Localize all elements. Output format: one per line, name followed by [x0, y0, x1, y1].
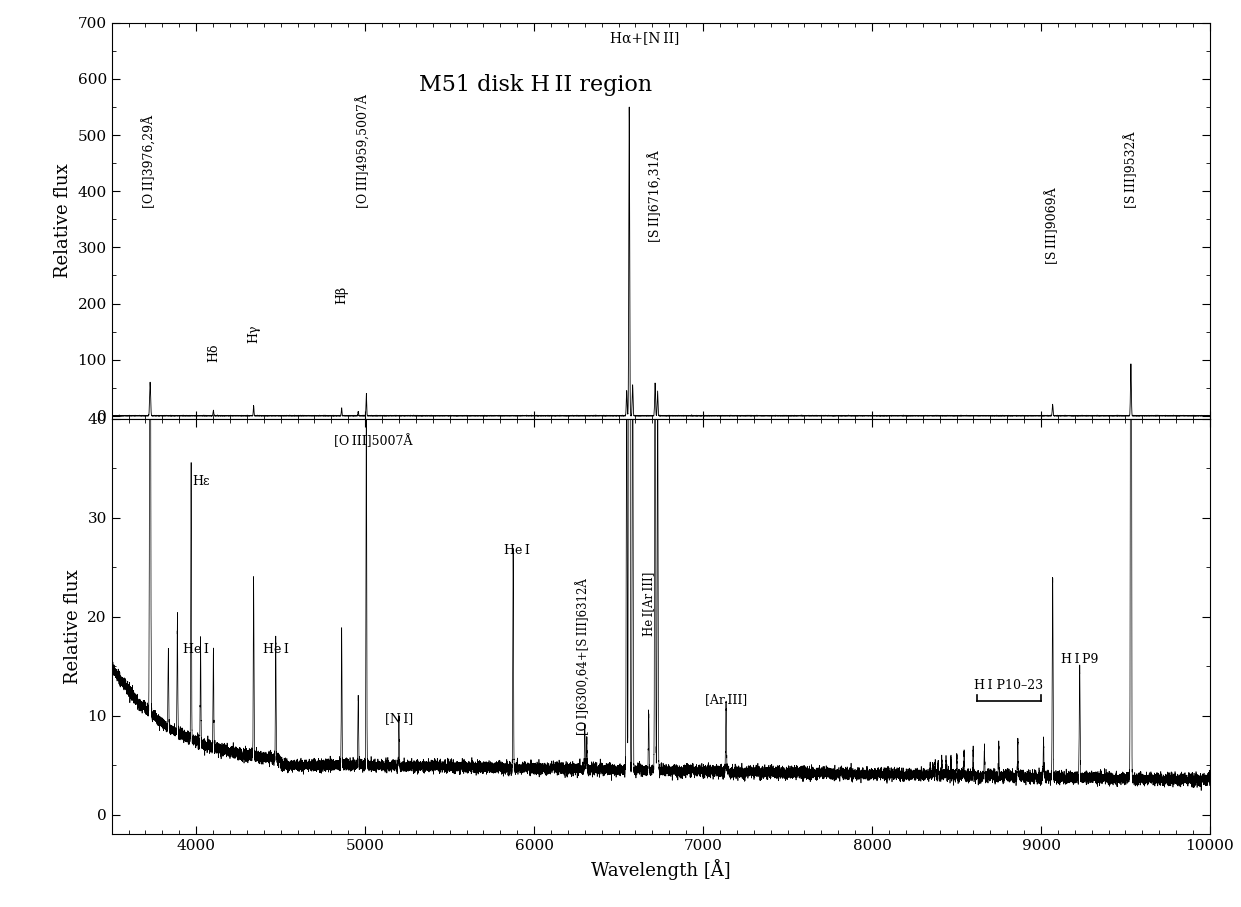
- Text: Hδ: Hδ: [207, 344, 220, 363]
- Text: He I: He I: [263, 643, 289, 657]
- Text: Hε: Hε: [192, 475, 210, 488]
- Text: [O III]5007Å: [O III]5007Å: [334, 434, 413, 448]
- Text: [O I]6300,64+[S III]6312Å: [O I]6300,64+[S III]6312Å: [577, 579, 591, 736]
- Y-axis label: Relative flux: Relative flux: [63, 570, 82, 684]
- Text: [N I]: [N I]: [385, 713, 413, 726]
- Y-axis label: Relative flux: Relative flux: [55, 163, 72, 278]
- Text: Hγ: Hγ: [247, 325, 261, 343]
- Text: Hβ: Hβ: [335, 286, 349, 304]
- Text: [O III]4959,5007Å: [O III]4959,5007Å: [356, 94, 371, 208]
- Text: [S III]9532Å: [S III]9532Å: [1124, 132, 1138, 208]
- Text: H I P10–23: H I P10–23: [974, 678, 1044, 692]
- Text: M51 disk H II region: M51 disk H II region: [419, 74, 653, 96]
- Text: He I: He I: [182, 643, 208, 657]
- Text: He I[Ar III]: He I[Ar III]: [642, 572, 655, 637]
- Text: H I P9: H I P9: [1061, 653, 1098, 666]
- Text: [O II]3976,29Å: [O II]3976,29Å: [143, 115, 158, 208]
- Text: [S III]9069Å: [S III]9069Å: [1046, 188, 1060, 264]
- Text: Hα+[N II]: Hα+[N II]: [611, 31, 680, 45]
- Text: He I: He I: [504, 544, 530, 557]
- Text: [S II]6716,31Å: [S II]6716,31Å: [649, 150, 663, 242]
- X-axis label: Wavelength [Å]: Wavelength [Å]: [591, 859, 731, 880]
- Text: [Ar III]: [Ar III]: [705, 693, 747, 706]
